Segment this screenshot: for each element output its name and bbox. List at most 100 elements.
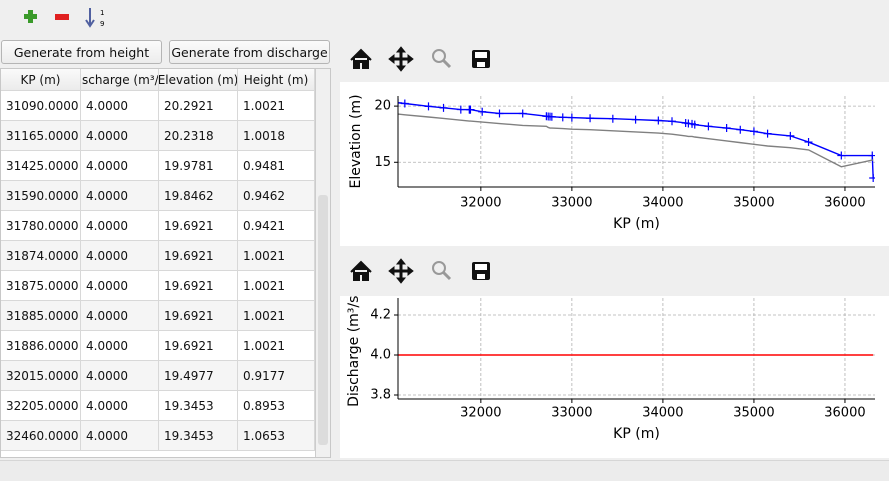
- table-cell: 1.0021: [238, 241, 315, 271]
- data-marker: [478, 107, 487, 116]
- x-tick-label: 32000: [460, 196, 501, 211]
- data-marker: [424, 102, 433, 111]
- save-button[interactable]: [472, 262, 490, 280]
- table-cell: 4.0000: [81, 391, 159, 421]
- toolbar-icons: 19: [24, 8, 104, 28]
- table-cell: 20.2921: [159, 91, 238, 121]
- table-cell: 4.0000: [81, 151, 159, 181]
- discharge-chart: 32000 33000 34000 35000 36000 3.8 4.0 4.2 KP (m)…: [340, 296, 889, 458]
- scrollbar[interactable]: [315, 69, 330, 457]
- column-header: Height (m): [238, 69, 315, 91]
- y-tick-label: 3.8: [370, 388, 391, 403]
- table-cell: 4.0000: [81, 181, 159, 211]
- table-cell: 32205.0000: [1, 391, 81, 421]
- data-marker: [654, 116, 663, 125]
- pan-button[interactable]: [388, 46, 414, 72]
- data-marker: [495, 109, 504, 118]
- remove-button[interactable]: [55, 14, 69, 20]
- data-marker: [837, 151, 846, 160]
- data-marker: [466, 105, 475, 114]
- y-tick-label: 4.2: [370, 308, 391, 323]
- plot-toolbar: [340, 42, 889, 80]
- data-marker: [439, 103, 448, 112]
- table-cell: 19.3453: [159, 421, 238, 451]
- table-cell: 20.2318: [159, 121, 238, 151]
- table-cell: 0.9177: [238, 361, 315, 391]
- y-tick-label: 20: [374, 99, 391, 114]
- table-cell: 31886.0000: [1, 331, 81, 361]
- home-button[interactable]: [350, 260, 372, 281]
- table-cell: 1.0653: [238, 421, 315, 451]
- x-tick-label: 35000: [733, 406, 774, 421]
- data-line: [398, 113, 874, 168]
- table-cell: 0.9421: [238, 211, 315, 241]
- data-marker: [668, 117, 677, 126]
- table-cell: 4.0000: [81, 331, 159, 361]
- y-tick-label: 4.0: [370, 348, 391, 363]
- data-marker: [704, 122, 713, 131]
- table-cell: 1.0018: [238, 121, 315, 151]
- table-cell: 19.8462: [159, 181, 238, 211]
- data-marker: [400, 99, 409, 108]
- table-cell: 31874.0000: [1, 241, 81, 271]
- plot-toolbar: [340, 254, 889, 292]
- table-cell: 32015.0000: [1, 361, 81, 391]
- plot-area: [398, 98, 875, 183]
- data-marker: [749, 127, 758, 136]
- data-marker: [558, 113, 567, 122]
- table-cell: 0.9462: [238, 181, 315, 211]
- column-header: Discharge (m³/s): [81, 69, 159, 91]
- x-axis-label: KP (m): [613, 216, 660, 232]
- data-marker: [763, 129, 772, 138]
- table-cell: 1.0021: [238, 271, 315, 301]
- generate-height-button[interactable]: Generate from height: [1, 40, 162, 64]
- table-cell: 4.0000: [81, 241, 159, 271]
- x-tick-label: 33000: [551, 406, 592, 421]
- x-tick-label: 36000: [824, 406, 865, 421]
- table-cell: 19.6921: [159, 211, 238, 241]
- data-marker: [804, 138, 813, 147]
- data-marker: [586, 114, 595, 123]
- x-axis-label: KP (m): [613, 426, 660, 442]
- table-cell: 19.6921: [159, 271, 238, 301]
- table-cell: 4.0000: [81, 91, 159, 121]
- table-cell: 19.3453: [159, 391, 238, 421]
- add-button[interactable]: [24, 10, 37, 23]
- table-cell: 31885.0000: [1, 301, 81, 331]
- table-cell: 4.0000: [81, 271, 159, 301]
- table-cell: 4.0000: [81, 301, 159, 331]
- data-marker: [518, 109, 527, 118]
- data-marker: [868, 151, 875, 160]
- data-marker: [456, 105, 465, 114]
- scrollbar-handle[interactable]: [318, 195, 328, 445]
- svg-text:1: 1: [100, 9, 104, 17]
- table-cell: 31590.0000: [1, 181, 81, 211]
- save-button[interactable]: [472, 50, 490, 68]
- zoom-button[interactable]: [432, 261, 452, 281]
- sort-button[interactable]: 19: [85, 8, 104, 28]
- table-cell: 4.0000: [81, 121, 159, 151]
- pan-button[interactable]: [388, 258, 414, 284]
- data-marker: [547, 112, 556, 121]
- table-cell: 31425.0000: [1, 151, 81, 181]
- table-cell: 31780.0000: [1, 211, 81, 241]
- plot-toolbar-icons: [350, 46, 490, 72]
- y-axis-label: Discharge (m³/s): [346, 296, 362, 407]
- table-cell: 19.4977: [159, 361, 238, 391]
- generate-discharge-button[interactable]: Generate from discharge: [169, 40, 330, 64]
- x-tick-label: 35000: [733, 196, 774, 211]
- data-line: [398, 102, 874, 179]
- data-marker: [722, 124, 731, 133]
- x-tick-label: 33000: [551, 196, 592, 211]
- data-marker: [398, 98, 402, 107]
- table-cell: 32460.0000: [1, 421, 81, 451]
- column-header: Elevation (m): [159, 69, 238, 91]
- table-cell: 4.0000: [81, 211, 159, 241]
- zoom-button[interactable]: [432, 49, 452, 69]
- table-cell: 19.6921: [159, 331, 238, 361]
- table-cell: 19.9781: [159, 151, 238, 181]
- column-header: KP (m): [1, 69, 81, 91]
- table-cell: 31090.0000: [1, 91, 81, 121]
- home-button[interactable]: [350, 48, 372, 69]
